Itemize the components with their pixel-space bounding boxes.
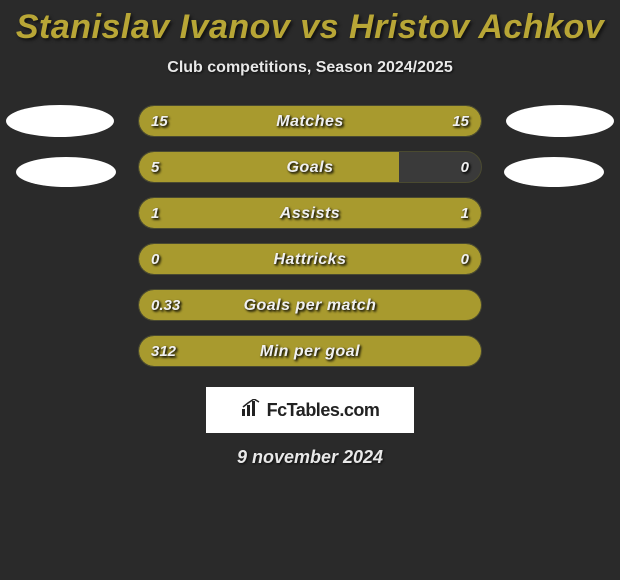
stat-label: Hattricks bbox=[139, 244, 481, 275]
stat-value-right: 1 bbox=[461, 198, 469, 229]
stat-value-left: 312 bbox=[151, 336, 176, 367]
player-left-avatar bbox=[6, 105, 114, 137]
stat-row: Goals5 0 bbox=[138, 151, 482, 183]
chart-icon bbox=[241, 399, 261, 422]
player-right-avatar bbox=[506, 105, 614, 137]
page-title: Stanislav Ivanov vs Hristov Achkov bbox=[16, 8, 604, 47]
stat-label: Matches bbox=[139, 106, 481, 137]
stat-label: Goals bbox=[139, 152, 481, 183]
stat-value-right: 0 bbox=[461, 152, 469, 183]
stat-value-right: 0 bbox=[461, 244, 469, 275]
player-left-teambadge bbox=[16, 157, 116, 187]
stat-row: Goals per match0.33 bbox=[138, 289, 482, 321]
logo-text: FcTables.com bbox=[267, 400, 380, 421]
stat-value-left: 0.33 bbox=[151, 290, 180, 321]
subtitle: Club competitions, Season 2024/2025 bbox=[167, 59, 452, 77]
stat-label: Assists bbox=[139, 198, 481, 229]
stat-value-left: 5 bbox=[151, 152, 159, 183]
source-logo: FcTables.com bbox=[206, 387, 414, 433]
stat-label: Min per goal bbox=[139, 336, 481, 367]
stat-row: Matches15 15 bbox=[138, 105, 482, 137]
stat-row: Min per goal312 bbox=[138, 335, 482, 367]
stat-row: Hattricks0 0 bbox=[138, 243, 482, 275]
date-label: 9 november 2024 bbox=[237, 447, 383, 468]
player-right-teambadge bbox=[504, 157, 604, 187]
stat-value-left: 0 bbox=[151, 244, 159, 275]
stat-bars: Matches1515Goals50Assists11Hattricks00Go… bbox=[138, 105, 482, 367]
stat-row: Assists1 1 bbox=[138, 197, 482, 229]
stat-label: Goals per match bbox=[139, 290, 481, 321]
stats-area: Matches1515Goals50Assists11Hattricks00Go… bbox=[0, 105, 620, 381]
comparison-card: Stanislav Ivanov vs Hristov Achkov Club … bbox=[0, 0, 620, 468]
stat-value-right: 15 bbox=[452, 106, 469, 137]
stat-value-left: 1 bbox=[151, 198, 159, 229]
stat-value-left: 15 bbox=[151, 106, 168, 137]
